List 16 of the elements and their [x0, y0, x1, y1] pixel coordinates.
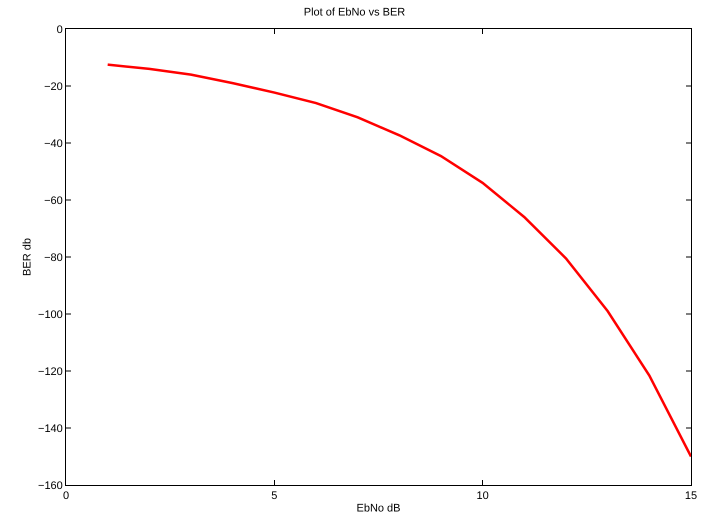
y-axis-title: BER db — [22, 238, 34, 276]
y-tick-label: −100 — [38, 308, 63, 321]
x-tick-label: 5 — [271, 490, 278, 502]
y-tick-label: 0 — [56, 24, 63, 36]
line-series — [106, 63, 691, 458]
y-tick-label: −60 — [44, 194, 63, 207]
x-axis-title: EbNo dB — [356, 502, 401, 514]
y-tick-label: −80 — [44, 252, 63, 264]
y-tick-label: −140 — [38, 422, 63, 435]
y-tick-label: −120 — [38, 366, 63, 378]
x-tick-label: 15 — [684, 490, 698, 502]
y-tick-label: −40 — [44, 138, 63, 150]
y-tick-label: −160 — [38, 480, 63, 492]
x-tick-label: 10 — [476, 490, 489, 502]
y-tick-label: −20 — [44, 80, 63, 93]
chart-title: Plot of EbNo vs BER — [304, 6, 406, 19]
